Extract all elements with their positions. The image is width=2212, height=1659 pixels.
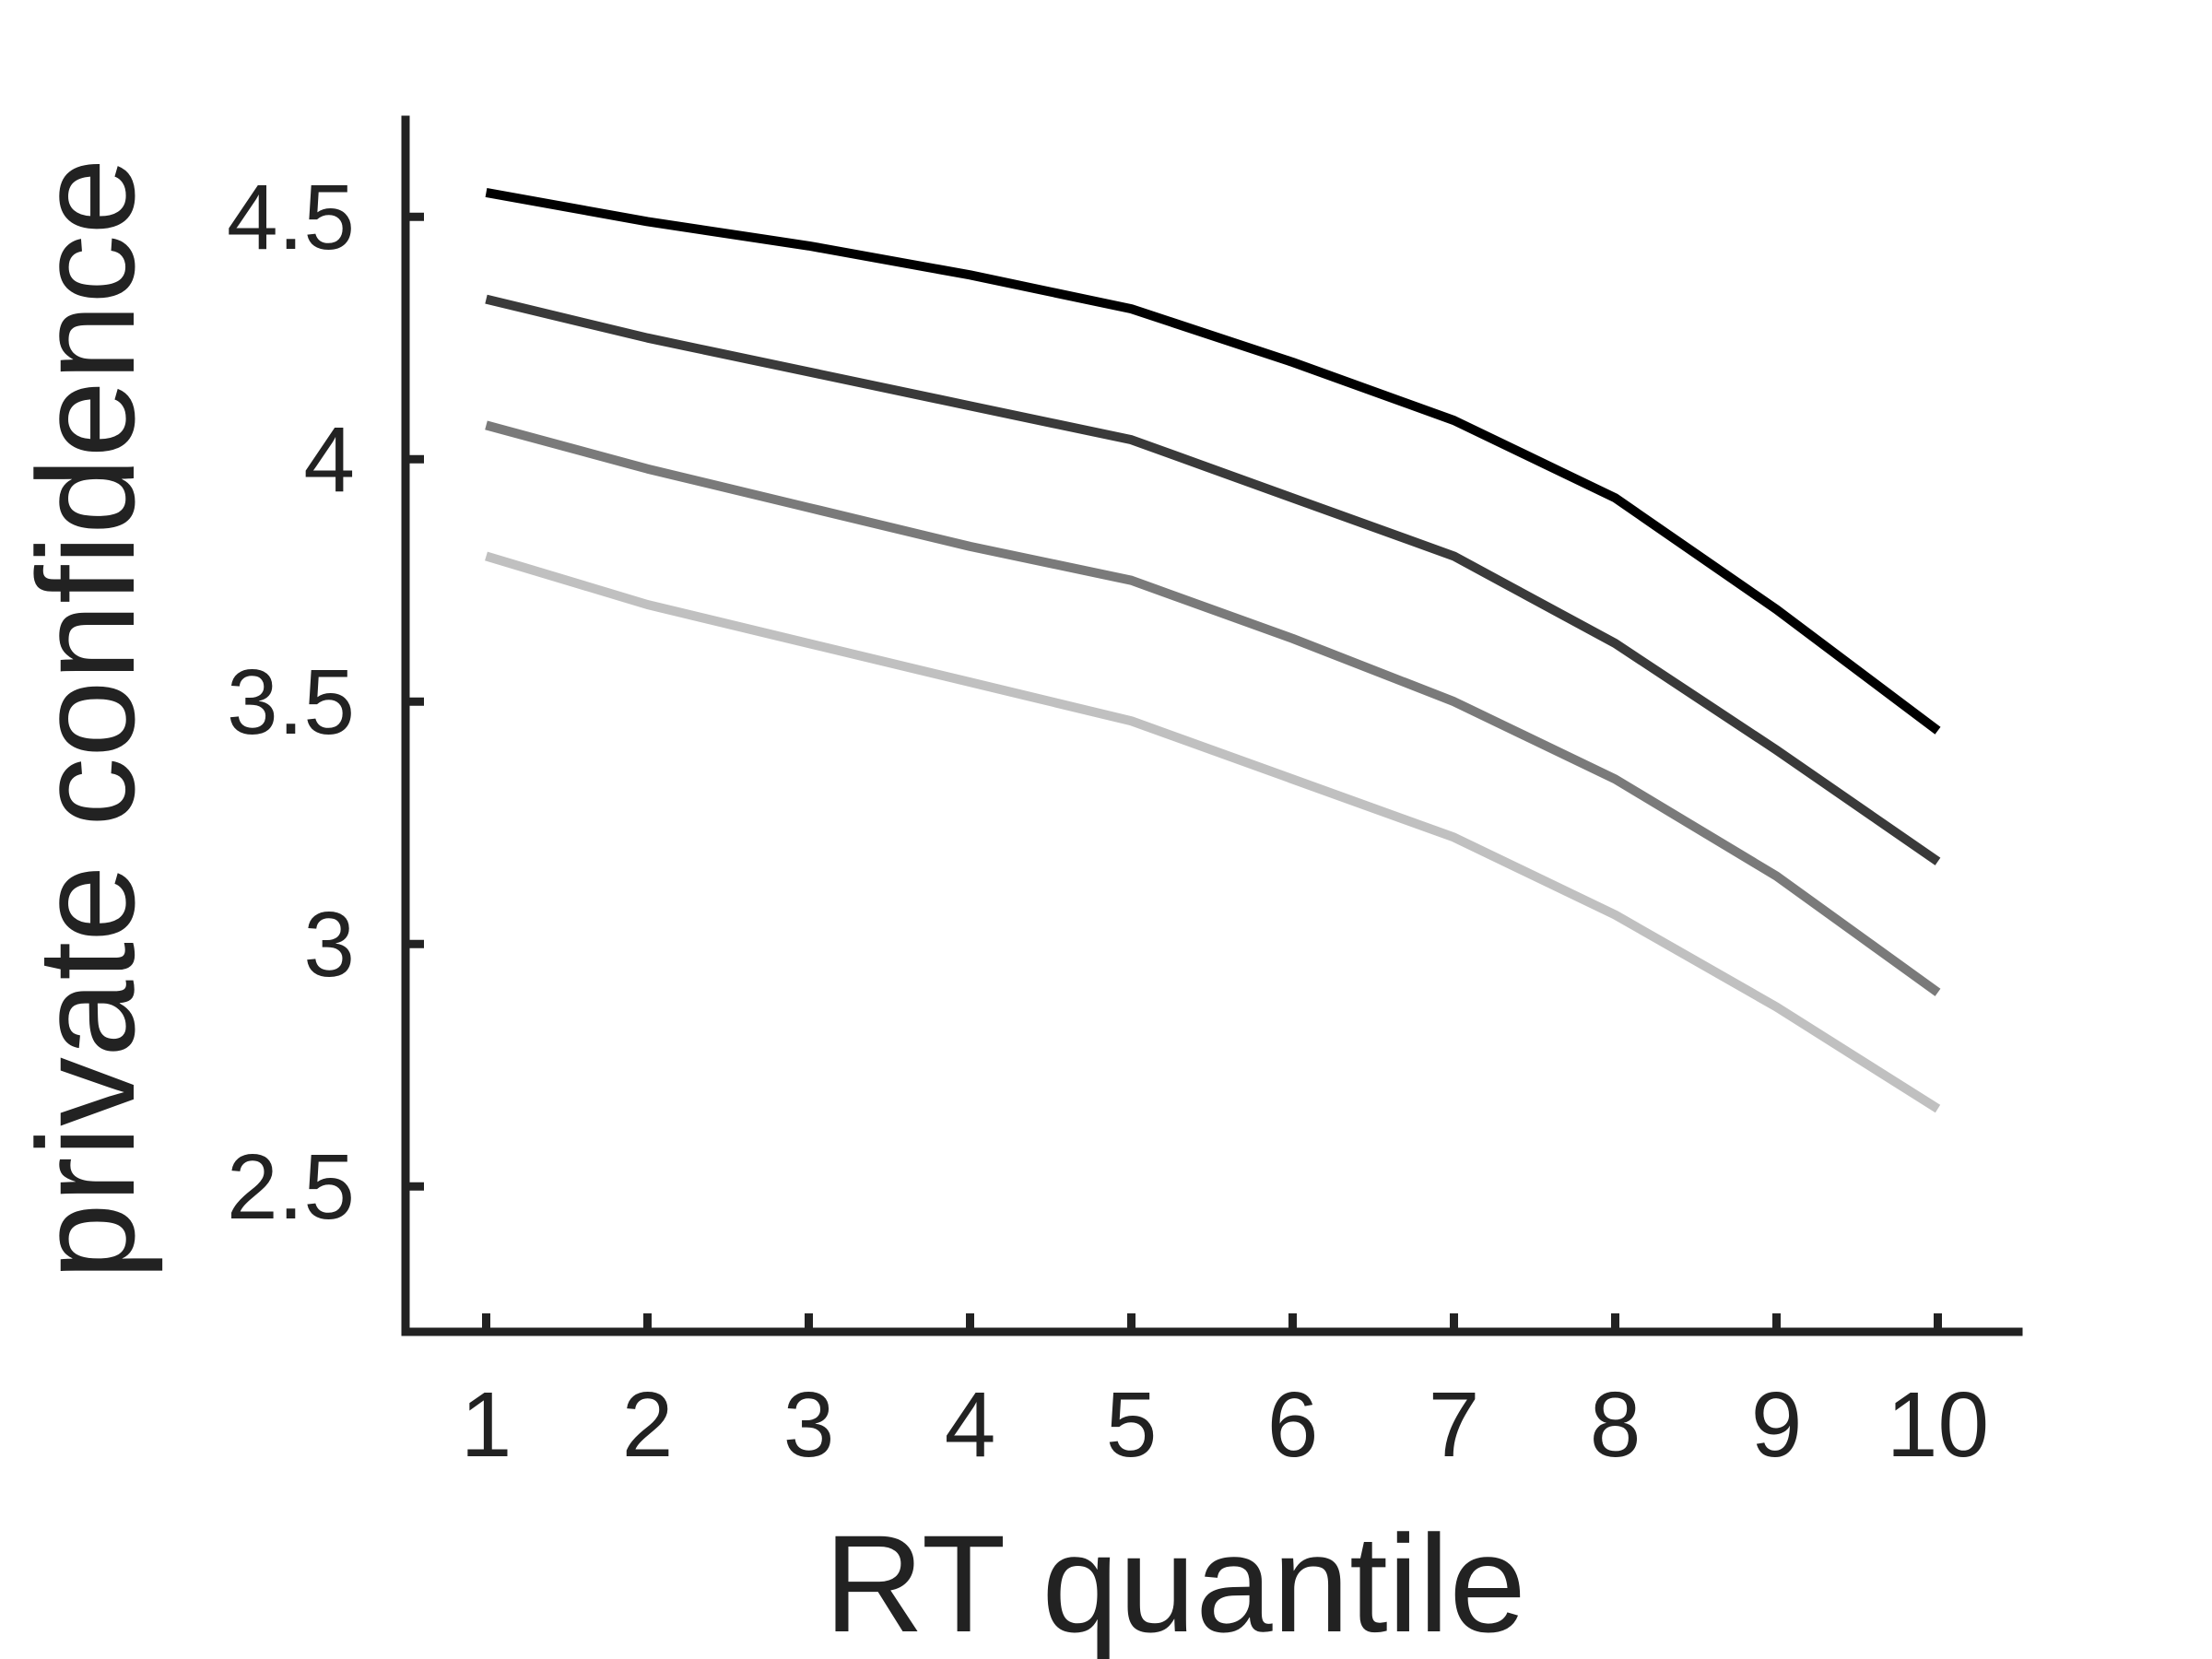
y-tick-label: 4: [303, 408, 355, 512]
series-group: [485, 187, 1941, 1113]
x-tick-label: 6: [1267, 1373, 1319, 1477]
x-tick-label: 4: [945, 1373, 996, 1477]
y-tick-label: 3.5: [227, 651, 355, 754]
series-line-2: [485, 294, 1941, 865]
y-tick-label: 2.5: [227, 1135, 355, 1239]
x-tick-label: 3: [783, 1373, 835, 1477]
y-ticks: 2.5 3 3.5 4 4.5: [227, 166, 424, 1239]
x-tick-label: 10: [1887, 1373, 1989, 1477]
x-tick-label: 9: [1751, 1373, 1803, 1477]
y-tick-label: 4.5: [227, 166, 355, 269]
x-tick-label: 8: [1590, 1373, 1641, 1477]
x-tick-label: 2: [622, 1373, 674, 1477]
y-axis-title: private confidence: [8, 158, 163, 1279]
x-tick-label: 7: [1429, 1373, 1480, 1477]
series-line-4: [485, 551, 1941, 1113]
x-tick-label: 1: [461, 1373, 512, 1477]
x-axis-title: RT quantile: [824, 1506, 1526, 1659]
x-tick-label: 5: [1106, 1373, 1158, 1477]
y-tick-label: 3: [303, 893, 355, 996]
series-line-3: [485, 420, 1941, 996]
series-line-1: [485, 187, 1941, 735]
x-ticks: 1 2 3 4 5 6 7 8 9 10: [461, 1313, 1989, 1477]
